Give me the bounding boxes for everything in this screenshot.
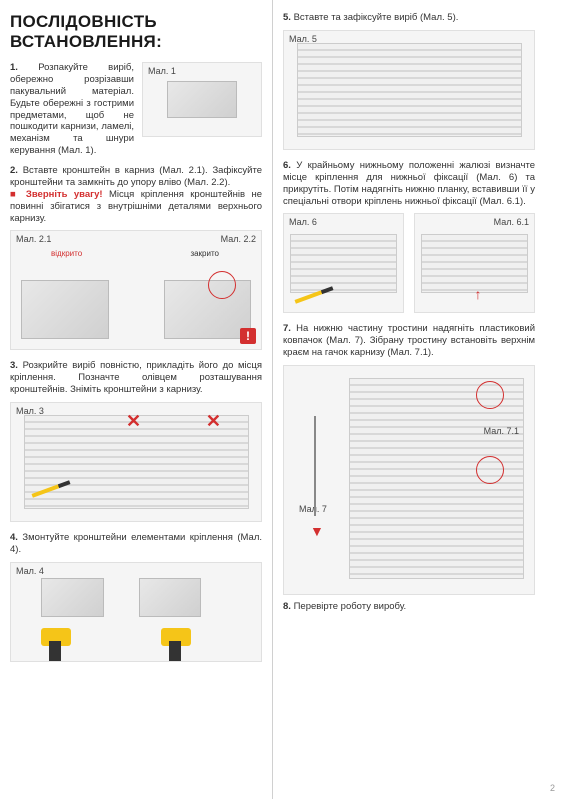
- x-mark-icon: ✕: [206, 411, 221, 432]
- step-5-num: 5.: [283, 12, 291, 23]
- arrow-icon: ↑: [475, 286, 482, 302]
- step-4-text: 4. Змонтуйте кронштейни елементами кріпл…: [10, 532, 262, 556]
- detail-circle-icon: [476, 456, 504, 484]
- fig-2b-label: Мал. 2.2: [221, 234, 256, 244]
- figure-3: Мал. 3 ✕ ✕: [10, 402, 262, 522]
- fig-7-label: Мал. 7: [299, 504, 327, 514]
- figure-5: Мал. 5: [283, 30, 535, 150]
- step-6-body: У крайньому нижньому положенні жалюзі ви…: [283, 160, 535, 207]
- bracket-a: [41, 578, 104, 617]
- figure-6-pair: Мал. 6 Мал. 6.1 ↑: [283, 213, 535, 313]
- step-1-num: 1.: [10, 62, 18, 73]
- left-column: ПОСЛІДОВНІСТЬ ВСТАНОВЛЕННЯ: 1. Розпакуйт…: [0, 0, 272, 799]
- step-8-num: 8.: [283, 601, 291, 612]
- fig-7-1-label: Мал. 7.1: [484, 426, 519, 436]
- bracket-b: [139, 578, 202, 617]
- blinds-sketch-6: [290, 234, 397, 293]
- x-mark-icon: ✕: [126, 411, 141, 432]
- step-4-num: 4.: [10, 532, 18, 543]
- open-label: відкрито: [51, 249, 82, 258]
- step-5-body: Вставте та зафіксуйте виріб (Мал. 5).: [294, 12, 459, 23]
- step-4-body: Змонтуйте кронштейни елементами кріпленн…: [10, 532, 262, 555]
- step-5-text: 5. Вставте та зафіксуйте виріб (Мал. 5).: [283, 12, 535, 24]
- warning-icon: !: [240, 328, 256, 344]
- close-label: закрито: [190, 249, 219, 258]
- figure-4: Мал. 4: [10, 562, 262, 662]
- blinds-sketch-6-1: [421, 234, 528, 293]
- fig-1-label: Мал. 1: [148, 66, 176, 76]
- bracket-close: [164, 280, 252, 339]
- main-title: ПОСЛІДОВНІСТЬ ВСТАНОВЛЕННЯ:: [10, 12, 262, 52]
- fig-3-label: Мал. 3: [16, 406, 44, 416]
- figure-6-1: Мал. 6.1 ↑: [414, 213, 535, 313]
- step-7-text: 7. На нижню частину тростини надягніть п…: [283, 323, 535, 359]
- figure-6: Мал. 6: [283, 213, 404, 313]
- rail-sketch: [167, 81, 238, 118]
- step-1-body: Розпакуйте виріб, обережно розрізавши па…: [10, 62, 134, 156]
- right-column: 5. Вставте та зафіксуйте виріб (Мал. 5).…: [273, 0, 545, 799]
- step-2-warn-prefix: ■ Зверніть увагу!: [10, 189, 103, 200]
- step-7-body: На нижню частину тростини надягніть плас…: [283, 323, 535, 358]
- fig-4-label: Мал. 4: [16, 566, 44, 576]
- detail-circle-icon: [476, 381, 504, 409]
- step-1: 1. Розпакуйте виріб, обережно розрізавши…: [10, 62, 262, 157]
- step-8-body: Перевірте роботу виробу.: [294, 601, 407, 612]
- step-1-text: 1. Розпакуйте виріб, обережно розрізавши…: [10, 62, 134, 157]
- figure-1: Мал. 1: [142, 62, 262, 137]
- blinds-sketch-5: [297, 43, 522, 137]
- step-6-num: 6.: [283, 160, 291, 171]
- step-2-text: 2. Вставте кронштейн в карниз (Мал. 2.1)…: [10, 165, 262, 224]
- drill-icon: [41, 621, 81, 661]
- fig-6-1-label: Мал. 6.1: [494, 217, 529, 227]
- page-number: 2: [550, 783, 555, 793]
- bracket-open: [21, 280, 109, 339]
- drill-icon: [161, 621, 201, 661]
- step-3-text: 3. Розкрийте виріб повністю, прикладіть …: [10, 360, 262, 396]
- figure-7: Мал. 7 Мал. 7.1 ▼: [283, 365, 535, 595]
- step-3-body: Розкрийте виріб повністю, прикладіть йог…: [10, 360, 262, 395]
- step-2-num: 2.: [10, 165, 18, 176]
- step-3-num: 3.: [10, 360, 18, 371]
- fig-5-label: Мал. 5: [289, 34, 317, 44]
- rod-sketch: [314, 416, 316, 516]
- fig-6-label: Мал. 6: [289, 217, 317, 227]
- fig-2a-label: Мал. 2.1: [16, 234, 51, 244]
- step-7-num: 7.: [283, 323, 291, 334]
- step-6-text: 6. У крайньому нижньому положенні жалюзі…: [283, 160, 535, 208]
- arrow-down-icon: ▼: [310, 523, 324, 539]
- step-2-body: Вставте кронштейн в карниз (Мал. 2.1). З…: [10, 165, 262, 188]
- figure-2: Мал. 2.1 Мал. 2.2 відкрито закрито !: [10, 230, 262, 350]
- step-8-text: 8. Перевірте роботу виробу.: [283, 601, 535, 613]
